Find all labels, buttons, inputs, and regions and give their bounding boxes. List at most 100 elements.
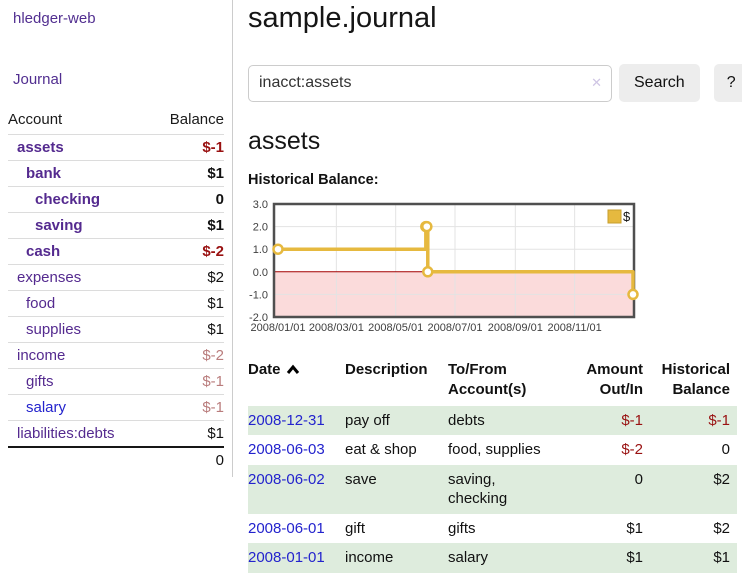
account-row: salary $-1 bbox=[8, 394, 224, 421]
svg-text:$: $ bbox=[623, 209, 631, 224]
transaction-amount: $1 bbox=[626, 549, 643, 566]
accounts-header-account: Account bbox=[8, 111, 63, 128]
account-link[interactable]: liabilities:debts bbox=[17, 425, 115, 442]
account-balance: $1 bbox=[151, 160, 224, 187]
accounts-total-value: 0 bbox=[151, 446, 224, 473]
transaction-accounts: gifts bbox=[448, 519, 476, 537]
svg-text:2008/01/01: 2008/01/01 bbox=[250, 322, 305, 334]
sidebar: hledger-web Journal Account Balance asse… bbox=[0, 0, 233, 477]
account-row: food $1 bbox=[8, 290, 224, 317]
transaction-balance: $1 bbox=[713, 549, 730, 566]
account-row: gifts $-1 bbox=[8, 368, 224, 395]
account-link[interactable]: bank bbox=[26, 165, 62, 182]
register-header-balance: Historical Balance bbox=[661, 361, 730, 399]
brand-link[interactable]: hledger-web bbox=[13, 10, 96, 27]
transaction-accounts: salary bbox=[448, 549, 489, 566]
account-balance: $-1 bbox=[151, 368, 224, 395]
transaction-description: income bbox=[345, 549, 394, 566]
transaction-date-link[interactable]: 2008-06-02 bbox=[248, 470, 325, 488]
transaction-balance: $-1 bbox=[708, 411, 730, 429]
account-row: liabilities:debts $1 bbox=[8, 420, 224, 447]
sort-ascending-icon bbox=[286, 361, 300, 381]
clear-search-icon[interactable]: ✕ bbox=[591, 74, 602, 90]
account-link[interactable]: gifts bbox=[26, 373, 54, 390]
accounts-table: Account Balance assets $-1 bank $1 checking 0… bbox=[8, 108, 224, 473]
transaction-accounts: debts bbox=[448, 411, 485, 429]
transaction-amount: $1 bbox=[626, 519, 643, 537]
svg-text:0.0: 0.0 bbox=[253, 267, 268, 279]
svg-text:3.0: 3.0 bbox=[253, 199, 268, 211]
account-row: cash $-2 bbox=[8, 238, 224, 265]
main-content: sample.journal ✕ Search ? assets Histori… bbox=[233, 0, 742, 573]
svg-text:-2.0: -2.0 bbox=[249, 312, 268, 324]
account-row: bank $1 bbox=[8, 160, 224, 187]
account-link[interactable]: saving bbox=[35, 217, 83, 234]
svg-text:1.0: 1.0 bbox=[253, 244, 268, 256]
transaction-description: gift bbox=[345, 519, 366, 537]
transaction-balance: $2 bbox=[713, 519, 730, 537]
account-balance: 0 bbox=[151, 186, 224, 213]
svg-text:2008/09/01: 2008/09/01 bbox=[488, 322, 543, 334]
table-row: 2008-01-01 income salary $1 $1 bbox=[248, 543, 737, 573]
svg-text:2008/07/01: 2008/07/01 bbox=[427, 322, 482, 334]
search-button[interactable]: Search bbox=[619, 64, 700, 102]
transaction-amount: 0 bbox=[634, 470, 643, 488]
table-row: 2008-12-31 pay off debts $-1 $-1 bbox=[248, 405, 737, 435]
transaction-amount: $-2 bbox=[621, 441, 643, 458]
transaction-accounts: saving, checking bbox=[448, 470, 508, 508]
accounts-header-row: Account Balance bbox=[8, 108, 224, 135]
account-balance: $1 bbox=[151, 212, 224, 239]
account-row: assets $-1 bbox=[8, 134, 224, 161]
account-balance: $2 bbox=[151, 264, 224, 291]
account-link[interactable]: checking bbox=[35, 191, 101, 208]
accounts-header-balance: Balance bbox=[169, 111, 224, 128]
register-table: Date Description To/From Account(s) Amou… bbox=[248, 358, 737, 573]
account-link[interactable]: supplies bbox=[26, 321, 82, 338]
svg-text:2008/03/01: 2008/03/01 bbox=[309, 322, 364, 334]
transaction-description: pay off bbox=[345, 411, 390, 429]
account-balance: $1 bbox=[151, 290, 224, 317]
account-link[interactable]: expenses bbox=[17, 269, 82, 286]
register-header-amount: Amount Out/In bbox=[586, 361, 643, 399]
transaction-date-link[interactable]: 2008-06-03 bbox=[248, 441, 325, 458]
transaction-balance: $2 bbox=[713, 470, 730, 488]
account-balance: $-2 bbox=[151, 342, 224, 369]
transaction-description: save bbox=[345, 470, 377, 488]
transaction-accounts: food, supplies bbox=[448, 441, 541, 458]
table-row: 2008-06-01 gift gifts $1 $2 bbox=[248, 514, 737, 544]
chart-title: Historical Balance: bbox=[248, 172, 379, 188]
table-row: 2008-06-03 eat & shop food, supplies $-2 0 bbox=[248, 435, 737, 465]
transaction-date-link[interactable]: 2008-06-01 bbox=[248, 519, 325, 537]
account-balance: $-1 bbox=[151, 394, 224, 421]
svg-text:2008/11/01: 2008/11/01 bbox=[548, 322, 602, 334]
register-header-accounts: To/From Account(s) bbox=[448, 361, 527, 399]
transaction-amount: $-1 bbox=[621, 411, 643, 429]
search-form: ✕ Search ? bbox=[248, 64, 742, 102]
accounts-total-row: 0 bbox=[8, 446, 224, 473]
account-row: supplies $1 bbox=[8, 316, 224, 343]
account-balance: $1 bbox=[151, 316, 224, 343]
help-button[interactable]: ? bbox=[713, 64, 742, 102]
account-link[interactable]: food bbox=[26, 295, 56, 312]
account-link[interactable]: salary bbox=[26, 399, 67, 416]
register-header-date[interactable]: Date bbox=[248, 358, 345, 406]
transaction-balance: 0 bbox=[721, 441, 730, 458]
table-row: 2008-06-02 save saving, checking 0 $2 bbox=[248, 464, 737, 514]
sidebar-item-journal[interactable]: Journal bbox=[13, 71, 63, 88]
account-link[interactable]: cash bbox=[26, 243, 61, 260]
svg-text:2.0: 2.0 bbox=[253, 222, 268, 234]
search-input[interactable] bbox=[248, 64, 612, 102]
svg-text:-1.0: -1.0 bbox=[249, 289, 268, 301]
account-row: expenses $2 bbox=[8, 264, 224, 291]
account-balance: $-2 bbox=[151, 238, 224, 265]
account-row: income $-2 bbox=[8, 342, 224, 369]
register-header-description: Description bbox=[345, 361, 428, 378]
svg-text:2008/05/01: 2008/05/01 bbox=[368, 322, 423, 334]
transaction-description: eat & shop bbox=[345, 441, 417, 458]
transaction-date-link[interactable]: 2008-01-01 bbox=[248, 549, 325, 566]
transaction-date-link[interactable]: 2008-12-31 bbox=[248, 411, 325, 429]
account-link[interactable]: income bbox=[17, 347, 66, 364]
account-link[interactable]: assets bbox=[17, 139, 64, 156]
account-balance: $-1 bbox=[151, 134, 224, 161]
